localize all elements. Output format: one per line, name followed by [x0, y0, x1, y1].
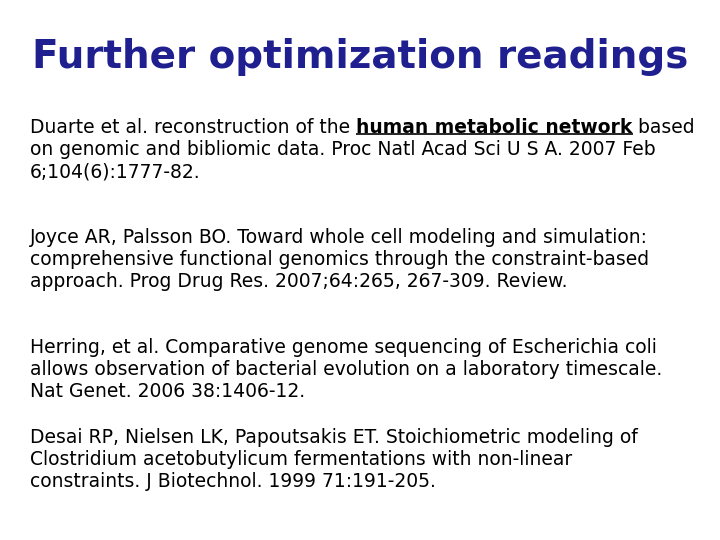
- Text: constraints. J Biotechnol. 1999 71:191-205.: constraints. J Biotechnol. 1999 71:191-2…: [30, 472, 436, 491]
- Text: Clostridium acetobutylicum fermentations with non-linear: Clostridium acetobutylicum fermentations…: [30, 450, 572, 469]
- Text: based: based: [632, 118, 695, 137]
- Text: Nat Genet. 2006 38:1406-12.: Nat Genet. 2006 38:1406-12.: [30, 382, 305, 401]
- Text: allows observation of bacterial evolution on a laboratory timescale.: allows observation of bacterial evolutio…: [30, 360, 662, 379]
- Text: comprehensive functional genomics through the constraint-based: comprehensive functional genomics throug…: [30, 250, 649, 269]
- Text: Joyce AR, Palsson BO. Toward whole cell modeling and simulation:: Joyce AR, Palsson BO. Toward whole cell …: [30, 228, 648, 247]
- Text: approach. Prog Drug Res. 2007;64:265, 267-309. Review.: approach. Prog Drug Res. 2007;64:265, 26…: [30, 272, 567, 291]
- Text: Herring, et al. Comparative genome sequencing of Escherichia coli: Herring, et al. Comparative genome seque…: [30, 338, 657, 357]
- Text: human metabolic network: human metabolic network: [356, 118, 632, 137]
- Text: Further optimization readings: Further optimization readings: [32, 38, 688, 76]
- Text: 6;104(6):1777-82.: 6;104(6):1777-82.: [30, 162, 201, 181]
- Text: Duarte et al. reconstruction of the: Duarte et al. reconstruction of the: [30, 118, 356, 137]
- Text: Desai RP, Nielsen LK, Papoutsakis ET. Stoichiometric modeling of: Desai RP, Nielsen LK, Papoutsakis ET. St…: [30, 428, 638, 447]
- Text: on genomic and bibliomic data. Proc Natl Acad Sci U S A. 2007 Feb: on genomic and bibliomic data. Proc Natl…: [30, 140, 656, 159]
